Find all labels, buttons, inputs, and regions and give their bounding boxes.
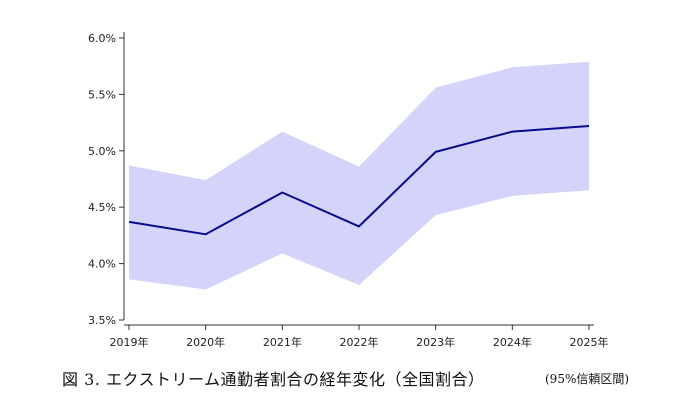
line-chart: 3.5% 4.0% 4.5% 5.0% 5.5% 6.0% 2019年 2020年 2021年 2… [88,32,609,349]
series-line [128,125,590,236]
confidence-band [129,61,589,290]
y-tick-label: 4.0% [88,258,116,271]
y-tick-label: 3.5% [88,314,116,327]
x-tick-label: 2020年 [186,335,225,349]
y-tick-label: 5.0% [88,145,116,158]
x-tick-label: 2022年 [340,335,379,349]
x-tick-label: 2024年 [493,335,532,349]
axes: 3.5% 4.0% 4.5% 5.0% 5.5% 6.0% 2019年 2020年 2021年 2… [88,32,609,349]
y-tick-label: 6.0% [88,32,116,45]
x-tick-label: 2021年 [263,335,302,349]
y-tick-label: 5.5% [88,88,116,101]
y-tick-label: 4.5% [88,201,116,214]
caption-note: (95%信頼区間) [545,372,630,386]
x-tick-label: 2023年 [416,335,455,349]
confidence-band-layer [129,61,589,290]
series-line-layer [128,125,590,236]
caption-title: 図 3. エクストリーム通勤者割合の経年変化（全国割合） [62,370,485,389]
x-tick-label: 2019年 [110,335,149,349]
x-tick-label: 2025年 [570,335,609,349]
